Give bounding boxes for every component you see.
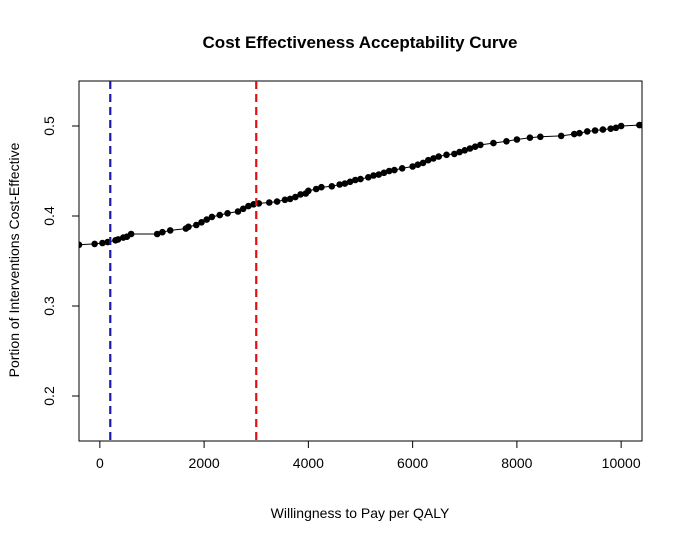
- data-point: [430, 155, 437, 162]
- data-point: [409, 163, 416, 170]
- data-point: [466, 145, 474, 152]
- data-point: [297, 191, 304, 198]
- y-tick-label: 0.5: [41, 116, 57, 136]
- x-tick-label: 2000: [189, 455, 220, 471]
- data-point: [159, 228, 166, 236]
- data-point: [208, 213, 216, 221]
- y-axis-label: Portion of Interventions Cost-Effective: [6, 142, 22, 377]
- data-point: [265, 199, 273, 206]
- data-point: [490, 139, 497, 147]
- plot-frame: [78, 80, 643, 442]
- data-point: [477, 141, 484, 149]
- data-point: [537, 133, 544, 141]
- data-point: [398, 165, 406, 172]
- plot-area: 0 2000 4000 6000 8000 10000 0.2 0.3 0.4 0.5: [41, 80, 643, 471]
- data-point: [281, 196, 289, 204]
- data-point: [328, 183, 336, 190]
- data-point: [127, 230, 135, 238]
- data-point: [357, 175, 364, 183]
- data-point: [419, 159, 427, 167]
- data-point: [451, 150, 458, 158]
- data-point: [203, 216, 211, 223]
- data-point: [591, 127, 599, 134]
- data-point: [216, 211, 224, 219]
- data-point: [185, 223, 192, 231]
- y-tick-label: 0.2: [41, 386, 57, 406]
- x-tick-label: 4000: [293, 455, 324, 471]
- data-point: [346, 178, 354, 186]
- y-tick-label: 0.3: [41, 296, 57, 316]
- data-point: [375, 171, 383, 178]
- data-point: [91, 240, 98, 248]
- chart-title: Cost Effectiveness Acceptability Curve: [203, 33, 518, 52]
- data-point: [583, 128, 591, 135]
- data-point: [114, 236, 122, 243]
- x-axis-label: Willingness to Pay per QALY: [271, 505, 450, 521]
- data-point: [234, 208, 242, 215]
- data-point: [513, 136, 521, 143]
- data-point: [424, 156, 432, 164]
- data-point: [273, 198, 281, 205]
- data-point: [570, 130, 578, 138]
- data-point: [192, 221, 200, 229]
- data-point: [198, 219, 205, 226]
- data-point: [617, 122, 625, 130]
- data-point: [341, 180, 349, 187]
- data-point: [599, 126, 607, 133]
- data-point: [503, 138, 510, 145]
- data-point: [380, 169, 388, 177]
- data-point: [336, 181, 343, 188]
- data-point: [456, 148, 463, 156]
- data-point: [557, 132, 565, 140]
- data-point: [471, 143, 479, 150]
- data-point: [239, 205, 247, 213]
- data-point: [612, 124, 620, 132]
- data-point: [370, 172, 377, 179]
- data-point: [576, 129, 583, 137]
- data-point: [385, 167, 393, 175]
- data-layer: [79, 81, 642, 441]
- data-point: [638, 121, 642, 129]
- data-point: [351, 176, 359, 184]
- data-point: [443, 151, 450, 159]
- x-tick-label: 6000: [397, 455, 428, 471]
- data-point: [166, 227, 174, 234]
- data-point: [607, 125, 615, 132]
- data-point: [245, 202, 252, 210]
- x-tick-label: 10000: [602, 455, 641, 471]
- data-point: [153, 230, 161, 238]
- data-point: [526, 134, 534, 141]
- data-point: [461, 147, 469, 154]
- data-point: [318, 183, 325, 191]
- data-point: [99, 239, 106, 247]
- data-point: [292, 193, 299, 201]
- data-point: [286, 195, 294, 203]
- x-tick-label: 8000: [501, 455, 532, 471]
- data-point: [391, 166, 398, 174]
- data-point: [435, 153, 442, 160]
- data-point: [414, 161, 422, 168]
- data-point: [312, 185, 320, 193]
- data-point: [79, 241, 83, 249]
- data-point: [365, 174, 372, 181]
- x-tick-label: 0: [96, 455, 104, 471]
- data-point: [224, 210, 231, 217]
- y-tick-label: 0.4: [41, 206, 57, 226]
- data-point: [305, 187, 312, 195]
